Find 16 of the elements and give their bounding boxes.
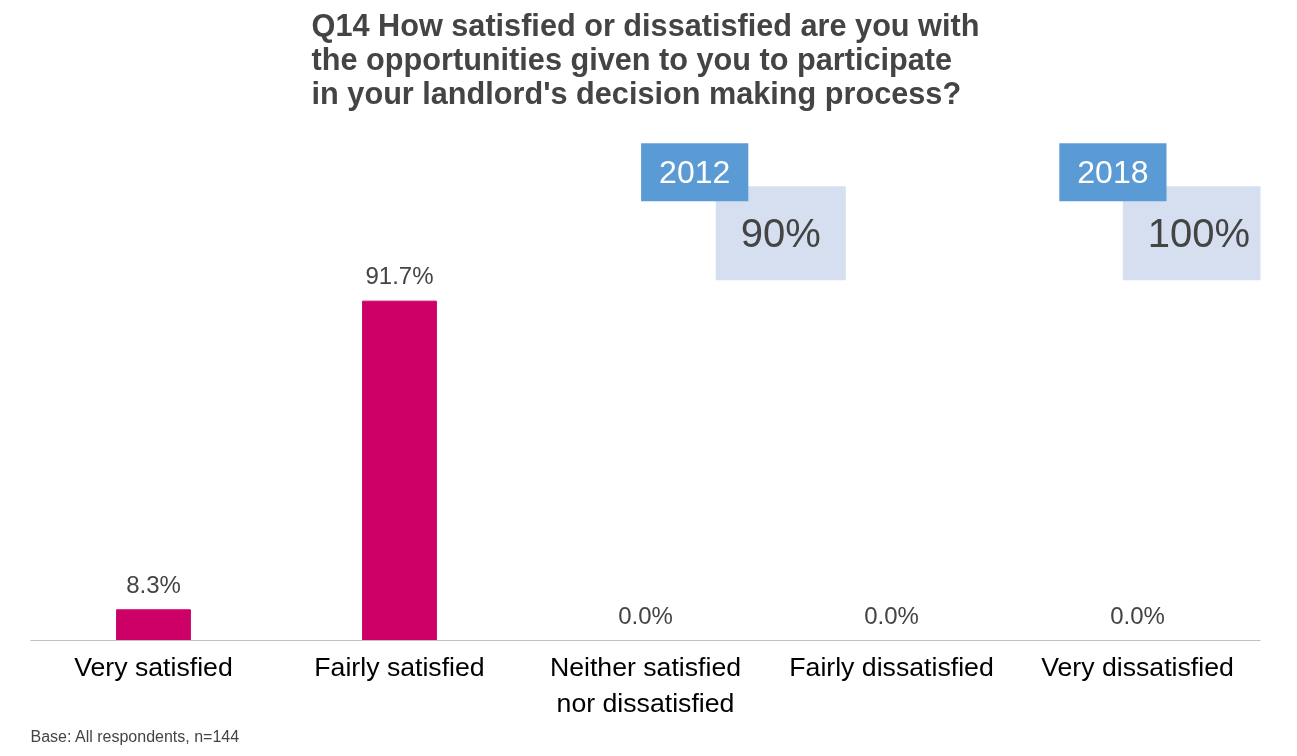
data-label: 8.3% [126,570,181,598]
x-tick-label: Very satisfied [74,651,233,682]
data-label: 0.0% [618,601,673,629]
text: 2012 [659,154,731,191]
x-tick-label: Fairly satisfied [314,651,485,682]
text: 100% [1147,211,1251,256]
data-label: 91.7% [365,262,434,290]
x-tick-label: Fairly dissatisfied [789,651,994,682]
text: 2018 [1077,154,1149,191]
text: Base: All respondents, n=144 [30,727,240,745]
x-tick-label: Neither satisfied nor dissatisfied [549,651,742,718]
chart-title: Q14 How satisfied or dissatisfied are you with the opportunities given to you to participate in your landlord's decision making process? [311,7,980,111]
data-label: 0.0% [1110,601,1165,629]
data-label: 0.0% [864,601,919,629]
x-tick-label: Very dissatisfied [1041,651,1234,682]
text: 90% [740,211,821,256]
